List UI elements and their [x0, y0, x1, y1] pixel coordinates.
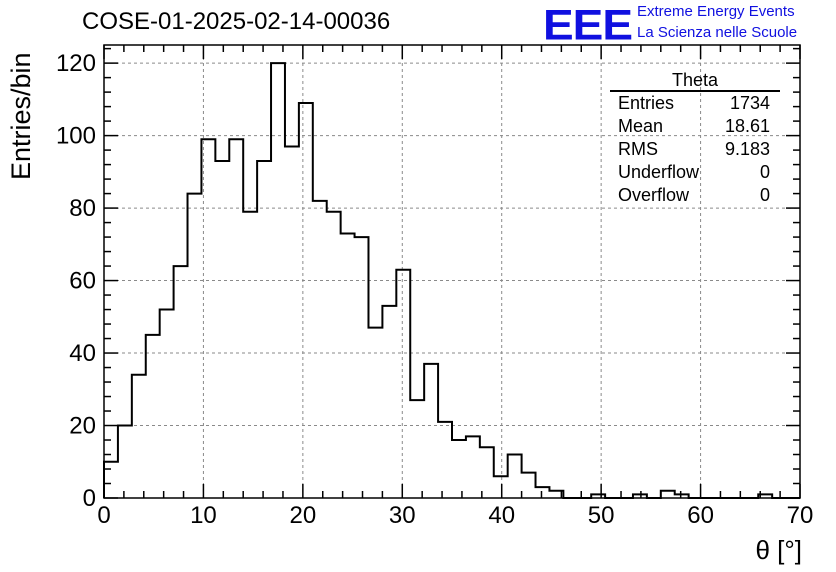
- histogram-bin: [215, 161, 229, 498]
- histogram-bin: [174, 266, 188, 498]
- histogram-bin: [118, 426, 132, 498]
- stats-box: Theta Entries 1734 Mean 18.61 RMS 9.183 …: [610, 70, 780, 207]
- histogram-bin: [382, 306, 396, 498]
- histogram-bin: [313, 201, 327, 498]
- histogram-bin: [243, 212, 257, 498]
- y-tick-label: 100: [56, 123, 96, 150]
- histogram-bin: [285, 146, 299, 498]
- stats-row-mean: Mean 18.61: [610, 115, 780, 138]
- histogram-bin: [480, 447, 494, 498]
- y-tick-label: 60: [69, 268, 96, 295]
- x-tick-label: 70: [787, 502, 814, 529]
- eee-logo: EEE: [543, 0, 633, 49]
- histogram-bin: [188, 194, 202, 498]
- histogram-bin: [536, 487, 550, 498]
- stats-value: 9.183: [724, 139, 770, 159]
- y-tick-label: 0: [83, 485, 96, 512]
- histogram-bin: [146, 335, 160, 498]
- histogram-bin: [355, 237, 369, 498]
- stats-value: 1734: [729, 93, 770, 113]
- histogram-bin: [410, 400, 424, 498]
- histogram-bin: [508, 455, 522, 498]
- histogram-bin: [132, 375, 146, 498]
- x-tick-label: 10: [190, 502, 217, 529]
- y-tick-label: 20: [69, 413, 96, 440]
- histogram-bin: [494, 476, 508, 498]
- y-tick-label: 120: [56, 50, 96, 77]
- x-tick-label: 50: [588, 502, 615, 529]
- logo-subtitle-2: La Scienza nelle Scuole: [637, 24, 798, 41]
- histogram-bin: [341, 233, 355, 498]
- stats-label: Mean: [618, 116, 664, 136]
- histogram-bin: [466, 436, 480, 498]
- x-tick-label: 0: [97, 502, 110, 529]
- histogram-bin: [396, 270, 410, 498]
- histogram-bin: [327, 212, 341, 498]
- y-axis-label: Entries/bin: [6, 52, 36, 180]
- histogram-bin: [522, 473, 536, 498]
- stats-row-entries: Entries 1734: [610, 92, 780, 115]
- stats-value: 0: [759, 162, 770, 182]
- histogram-bin: [299, 103, 313, 498]
- x-tick-label: 30: [389, 502, 416, 529]
- histogram-bin: [661, 491, 675, 498]
- stats-value: 0: [759, 185, 770, 205]
- y-tick-label: 40: [69, 340, 96, 367]
- x-tick-label: 40: [488, 502, 515, 529]
- plot-frame: [103, 44, 801, 499]
- histogram-bin: [104, 462, 118, 498]
- plot-title: COSE-01-2025-02-14-00036: [82, 8, 391, 35]
- stats-row-overflow: Overflow 0: [610, 184, 780, 207]
- stats-value: 18.61: [724, 116, 770, 136]
- histogram-bin: [452, 440, 466, 498]
- x-axis-label: θ [°]: [755, 535, 802, 565]
- stats-row-rms: RMS 9.183: [610, 138, 780, 161]
- histogram-bin: [257, 161, 271, 498]
- logo-subtitle-1: Extreme Energy Events: [637, 3, 795, 20]
- histogram-bin: [201, 139, 215, 498]
- stats-label: Overflow: [618, 185, 690, 205]
- histogram-bin: [368, 328, 382, 498]
- stats-label: RMS: [618, 139, 658, 159]
- tick-labels: 0 10 20 30 40 50 60 70 0 20 40 60 80 100 120: [56, 50, 813, 529]
- stats-title: Theta: [610, 70, 780, 92]
- x-tick-label: 20: [290, 502, 317, 529]
- histogram-bin: [424, 364, 438, 498]
- histogram-bin: [229, 139, 243, 498]
- stats-label: Underflow: [618, 162, 700, 182]
- y-tick-label: 80: [69, 195, 96, 222]
- stats-label: Entries: [618, 93, 675, 113]
- histogram-bin: [438, 422, 452, 498]
- histogram-bin: [160, 310, 174, 498]
- histogram-bin: [271, 63, 285, 498]
- stats-row-underflow: Underflow 0: [610, 161, 780, 184]
- x-tick-label: 60: [687, 502, 714, 529]
